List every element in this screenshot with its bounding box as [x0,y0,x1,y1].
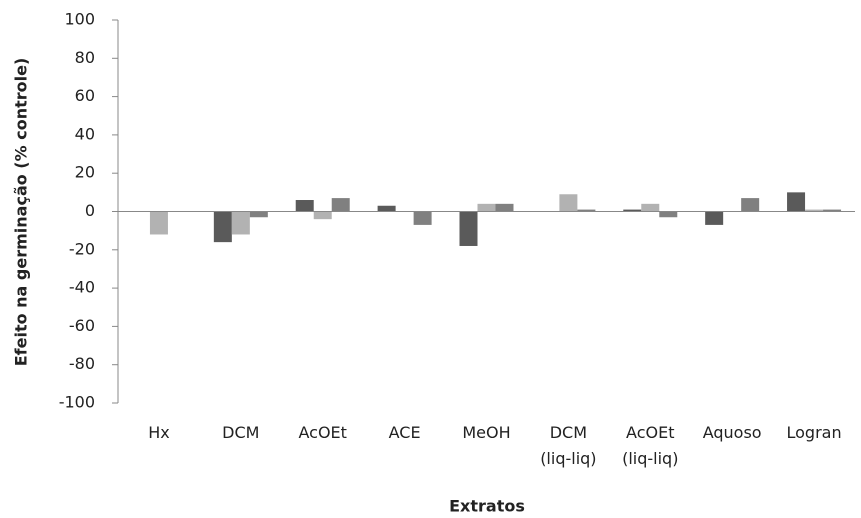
bar [295,200,314,212]
bar [413,211,432,225]
y-tick-label: 100 [64,10,95,29]
bar [705,211,724,225]
x-tick-label: Logran [786,423,842,442]
bar [377,205,396,212]
y-tick-label: -100 [59,393,95,412]
bar [495,203,514,212]
x-tick-label: Aquoso [702,423,762,442]
bar [659,211,678,218]
x-tick-label: AcOEt [298,423,347,442]
bar [559,194,578,212]
bar [577,209,596,212]
bar [249,211,268,218]
y-tick-label: -80 [69,354,95,373]
x-tick-label: Hx [148,423,170,442]
bar [313,211,332,220]
y-tick-label: 60 [75,86,95,105]
bar [477,203,496,212]
bar [741,198,760,212]
x-tick-label: DCM (liq-liq) [540,423,597,468]
y-tick-label: 0 [85,201,95,220]
y-tick-label: -60 [69,316,95,335]
bar [213,211,232,243]
bar [459,211,478,246]
x-tick-label: DCM [222,423,260,442]
y-tick-label: 80 [75,48,95,67]
bar [805,209,824,212]
y-tick-label: -20 [69,239,95,258]
bar [823,209,842,212]
bar [149,211,168,235]
bar [623,209,642,212]
y-axis-title: Efeito na germinação (% controle) [12,58,31,367]
x-tick-label: MeOH [462,423,511,442]
x-axis-title: Extratos [449,497,525,516]
y-tick-label: 40 [75,124,95,143]
bar [641,203,660,212]
x-tick-label: ACE [388,423,421,442]
x-tick-label: AcOEt (liq-liq) [622,423,679,468]
y-tick-label: 20 [75,163,95,182]
bar [231,211,250,235]
bar [787,192,806,212]
y-tick-label: -40 [69,278,95,297]
bar [331,198,350,212]
